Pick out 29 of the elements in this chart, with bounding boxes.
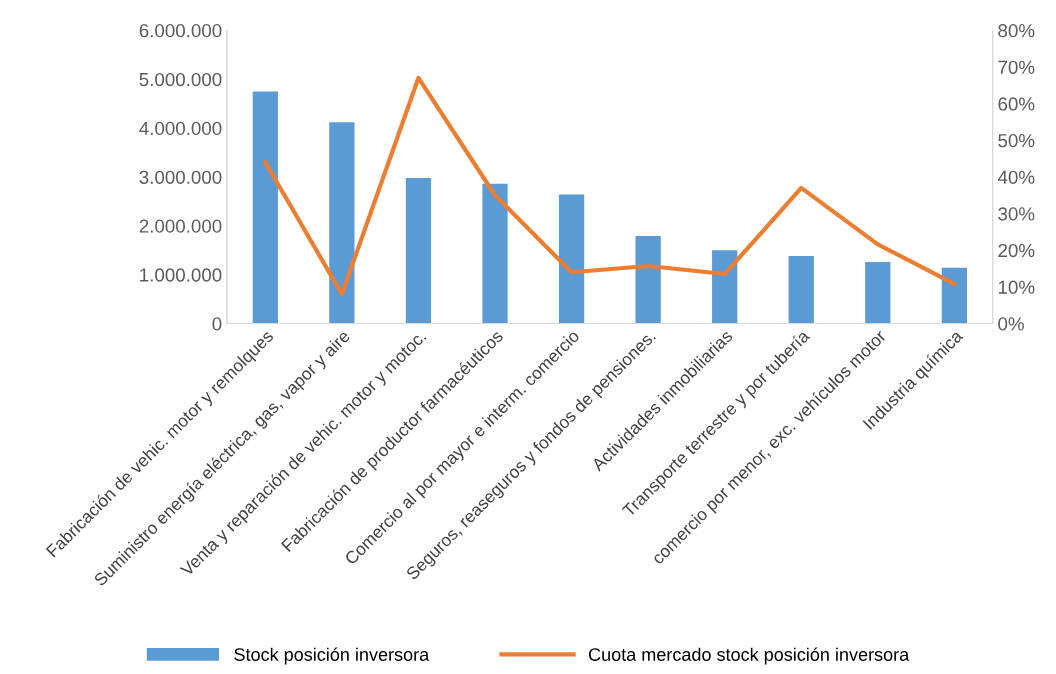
y2-tick-label: 10% — [998, 280, 1035, 294]
y-tick-label: 6.000.000 — [139, 24, 222, 38]
y2-tick-label: 40% — [997, 170, 1035, 184]
y2-tick-label: 20% — [998, 243, 1035, 258]
bar — [712, 250, 738, 324]
y-tick-label: 0 — [212, 317, 222, 331]
y-tick-label: 4.000.000 — [139, 121, 222, 136]
y2-tick-label: 70% — [998, 60, 1035, 74]
y-tick-label: 5.000.000 — [139, 72, 222, 87]
bar — [788, 256, 814, 324]
bar — [941, 267, 967, 324]
legend-label: Stock posición inversora — [234, 647, 430, 665]
y2-tick-label: 30% — [998, 207, 1035, 221]
bar — [865, 261, 891, 324]
y2-tick-label: 60% — [998, 97, 1035, 111]
legend-label: Cuota mercado stock posición inversora — [588, 647, 910, 665]
line-series — [263, 75, 957, 297]
y2-tick-label: 0% — [998, 317, 1024, 331]
bar — [635, 236, 661, 324]
bar — [558, 194, 585, 324]
y2-tick-label: 80% — [998, 24, 1035, 38]
bar — [405, 177, 432, 324]
y2-tick-label: 50% — [998, 133, 1035, 148]
bar — [252, 91, 278, 324]
y-tick-label: 2.000.000 — [139, 219, 222, 233]
bar — [329, 122, 355, 324]
bar — [482, 183, 508, 324]
y-tick-label: 1.000.000 — [140, 268, 222, 282]
y-tick-label: 3.000.000 — [139, 170, 222, 184]
